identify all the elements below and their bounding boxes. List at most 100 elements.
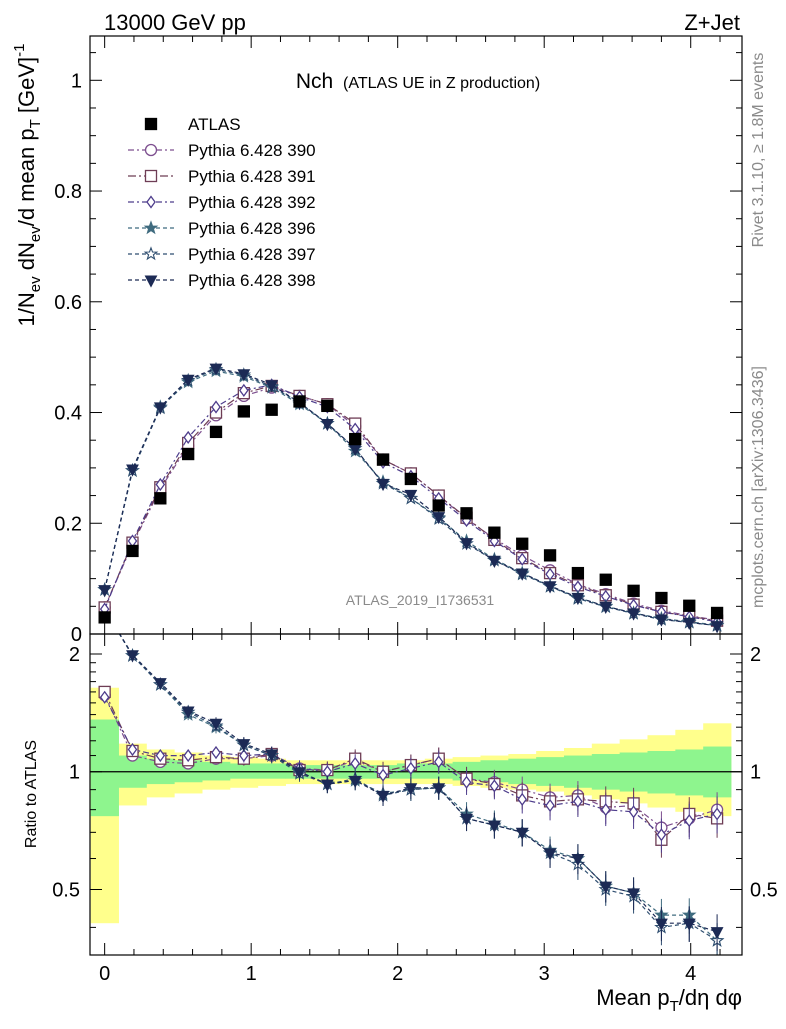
- ratio-point: [710, 927, 724, 940]
- y-tick-label: 0.6: [54, 292, 82, 314]
- ratio-y-tick-label: 1: [69, 762, 80, 784]
- data-point: [571, 592, 585, 606]
- x-tick-label: 0: [99, 963, 110, 985]
- data-point: [515, 568, 529, 581]
- legend-marker: [144, 117, 158, 131]
- ratio-point: [293, 767, 306, 780]
- data-point: [239, 383, 249, 397]
- ratio-point: [99, 690, 110, 704]
- top-y-axis-label: 1/Nev dNev/d mean pT [GeV]-1: [11, 44, 44, 327]
- ratio-point: [600, 803, 611, 817]
- ratio-y-tick-label-right: 2: [750, 644, 761, 666]
- x-tick-label: 1: [246, 963, 257, 985]
- data-point: [181, 374, 195, 387]
- legend-label: Pythia 6.428 396: [188, 219, 316, 238]
- ratio-point: [406, 761, 416, 775]
- data-point: [627, 608, 640, 621]
- stat-uncertainty-band: [229, 763, 259, 779]
- ratio-point: [239, 748, 249, 763]
- ratio-point: [211, 745, 221, 760]
- x-tick-label: 4: [685, 963, 696, 985]
- data-point: [265, 380, 279, 393]
- stat-uncertainty-band: [675, 749, 704, 796]
- data-point: [265, 403, 278, 416]
- data-point: [237, 369, 251, 382]
- ratio-panel: 0.5 0.5 1 1 2 2 0 1 2 3 4: [52, 633, 778, 985]
- ratio-point: [350, 756, 360, 771]
- data-point: [710, 621, 724, 634]
- ratio-point: [712, 807, 722, 821]
- data-point: [517, 552, 528, 566]
- x-tick-label: 3: [539, 963, 550, 985]
- ratio-y-axis-label: Ratio to ATLAS: [23, 740, 40, 848]
- legend-marker: [144, 169, 158, 183]
- title-main: Nch: [296, 70, 333, 93]
- ratio-point: [153, 678, 167, 691]
- data-point: [98, 611, 111, 624]
- ratio-point: [573, 794, 583, 808]
- ratio-y-tick-label: 2: [69, 644, 80, 666]
- ratio-series-398: [119, 634, 724, 952]
- data-point: [376, 478, 390, 492]
- series-atlas: [98, 395, 724, 624]
- data-point: [460, 538, 473, 551]
- data-point: [599, 573, 612, 586]
- data-point: [543, 549, 557, 562]
- legend-label: Pythia 6.428 390: [188, 141, 316, 160]
- ratio-point: [517, 792, 528, 806]
- stat-uncertainty-band: [257, 763, 286, 779]
- data-point: [320, 419, 334, 432]
- ratio-point: [487, 820, 501, 833]
- data-point: [571, 566, 585, 580]
- ratio-point: [682, 918, 696, 931]
- legend-label: Pythia 6.428 397: [188, 245, 316, 264]
- ratio-point: [433, 755, 444, 769]
- legend-marker: [143, 220, 159, 235]
- rivet-label: Rivet 3.1.10, ≥ 1.8M events: [750, 53, 767, 248]
- ratio-point: [460, 813, 473, 827]
- series-line: [104, 385, 718, 622]
- data-point: [404, 489, 418, 503]
- data-point: [126, 544, 139, 558]
- legend-marker: [144, 143, 158, 157]
- data-point: [126, 464, 139, 477]
- data-point: [543, 581, 557, 594]
- legend-label: Pythia 6.428 398: [188, 271, 316, 290]
- x-tick-label: 2: [392, 963, 403, 985]
- ratio-point: [655, 918, 668, 931]
- legend-label: ATLAS: [188, 115, 241, 134]
- series-line: [104, 384, 718, 623]
- legend-marker: [146, 195, 156, 209]
- legend-label: Pythia 6.428 391: [188, 167, 316, 186]
- data-point: [683, 599, 696, 612]
- ratio-point: [127, 742, 138, 757]
- data-point: [153, 402, 167, 415]
- main-panel: 0 0.2 0.4 0.6 0.8 1: [54, 35, 743, 646]
- x-axis-label: Mean pT/dη dφ: [596, 985, 742, 1015]
- data-point: [211, 400, 221, 414]
- ratio-point: [627, 888, 640, 901]
- stat-uncertainty-band: [90, 719, 119, 817]
- data-point: [432, 512, 446, 525]
- ratio-point: [378, 768, 388, 782]
- mcplots-label: mcplots.cern.ch [arXiv:1306.3436]: [750, 366, 767, 608]
- data-point: [321, 399, 334, 413]
- data-point: [682, 617, 696, 631]
- ratio-y-tick-label-right: 1: [750, 762, 761, 784]
- title-sub: (ATLAS UE in Z production): [343, 75, 540, 92]
- data-point: [655, 591, 668, 605]
- ratio-point: [599, 881, 613, 894]
- data-point: [182, 447, 195, 461]
- data-point: [432, 499, 445, 512]
- y-tick-label: 0.2: [54, 513, 82, 535]
- chart-title: Nch (ATLAS UE in Z production): [296, 70, 540, 93]
- ratio-point: [183, 748, 193, 763]
- ratio-point: [545, 798, 555, 813]
- legend-marker: [144, 275, 158, 288]
- data-point: [209, 363, 223, 376]
- ratio-panel-frame: [89, 633, 743, 956]
- data-point: [655, 614, 668, 627]
- data-point: [487, 555, 501, 569]
- ratio-point: [348, 775, 362, 789]
